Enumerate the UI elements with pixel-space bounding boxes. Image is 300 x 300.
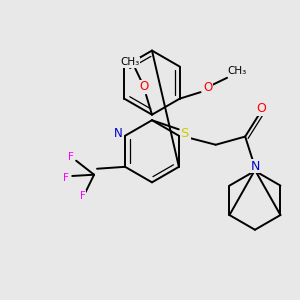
Text: O: O bbox=[203, 81, 212, 94]
Text: F: F bbox=[68, 152, 74, 162]
Text: N: N bbox=[250, 160, 260, 172]
Text: N: N bbox=[114, 127, 122, 140]
Text: O: O bbox=[256, 102, 266, 115]
Text: F: F bbox=[63, 173, 69, 183]
Text: CH₃: CH₃ bbox=[227, 66, 247, 76]
Text: F: F bbox=[80, 191, 86, 201]
Text: CH₃: CH₃ bbox=[121, 57, 140, 68]
Text: S: S bbox=[181, 127, 189, 140]
Text: O: O bbox=[140, 80, 149, 93]
Text: N: N bbox=[182, 127, 190, 140]
